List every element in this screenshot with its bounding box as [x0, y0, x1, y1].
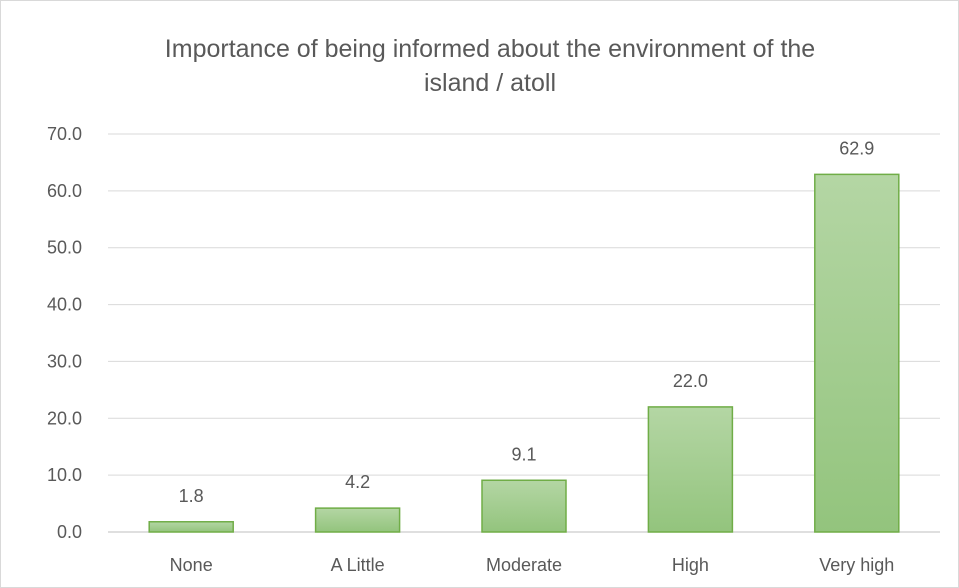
bar: [148, 521, 234, 533]
chart-title-line-1: Importance of being informed about the e…: [165, 35, 815, 63]
bar-layer: [148, 173, 900, 533]
y-tick-label: 10.0: [47, 465, 82, 485]
x-category-label: None: [170, 555, 213, 575]
y-tick-label: 30.0: [47, 351, 82, 371]
x-category-label: A Little: [331, 555, 385, 575]
y-tick-label: 60.0: [47, 181, 82, 201]
data-label: 22.0: [673, 371, 708, 391]
grid-layer: [108, 133, 940, 533]
x-axis-categories: None A Little Moderate High Very high: [170, 555, 895, 575]
x-category-label: High: [672, 555, 709, 575]
data-label: 1.8: [179, 486, 204, 506]
data-label: 9.1: [511, 444, 536, 464]
bar: [814, 173, 900, 533]
data-label: 4.2: [345, 472, 370, 492]
y-tick-label: 40.0: [47, 295, 82, 315]
data-label: 62.9: [839, 138, 874, 158]
y-tick-label: 20.0: [47, 408, 82, 428]
y-axis-ticks: 0.0 10.0 20.0 30.0 40.0 50.0 60.0 70.0: [47, 124, 82, 542]
chart-title-line-2: island / atoll: [424, 69, 556, 97]
x-category-label: Moderate: [486, 555, 562, 575]
bar: [647, 406, 734, 533]
y-tick-label: 0.0: [57, 522, 82, 542]
data-label-layer: 1.8 4.2 9.1 22.0 62.9: [179, 138, 875, 505]
x-category-label: Very high: [819, 555, 894, 575]
y-tick-label: 50.0: [47, 238, 82, 258]
bar: [314, 507, 401, 533]
bar: [481, 479, 567, 533]
y-tick-label: 70.0: [47, 124, 82, 144]
